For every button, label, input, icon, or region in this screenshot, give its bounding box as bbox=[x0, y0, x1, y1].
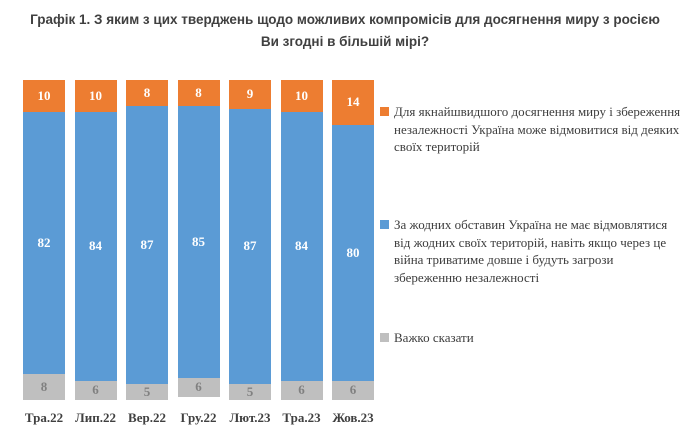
legend: Для якнайшвидшого досягнення миру і збер… bbox=[380, 0, 682, 447]
bar-segment-label: 87 bbox=[243, 238, 257, 254]
legend-item-label: Для якнайшвидшого досягнення миру і збер… bbox=[394, 104, 681, 154]
bar-segment-label: 9 bbox=[246, 86, 254, 102]
x-axis-label: Лип.22 bbox=[75, 410, 116, 425]
bar-segment-label: 5 bbox=[246, 384, 254, 400]
bar-segment-label: 8 bbox=[40, 379, 48, 395]
stacked-bar: 9 87 5 bbox=[229, 80, 271, 400]
bar-segment: 80 bbox=[332, 124, 374, 381]
bar-segment: 85 bbox=[177, 105, 220, 378]
bar-segment: 6 bbox=[332, 380, 374, 400]
bar-segment-label: 10 bbox=[37, 88, 51, 103]
x-axis: Тра.22 Лип.22 Вер.22 Гру.22 Лют.23 Тра.23 Жов.… bbox=[23, 410, 375, 428]
bar-segment: 8 bbox=[23, 374, 65, 400]
bar-segment: 84 bbox=[280, 112, 323, 381]
bar-segment: 10 bbox=[74, 80, 117, 112]
bar-segment: 8 bbox=[126, 80, 168, 106]
bar-segment-label: 6 bbox=[349, 382, 357, 398]
legend-marker-icon bbox=[380, 107, 389, 116]
bar-segment: 6 bbox=[177, 377, 220, 397]
bar-segment-label: 82 bbox=[37, 235, 51, 251]
legend-item-label: Важко сказати bbox=[394, 330, 474, 345]
bar-segment: 8 bbox=[177, 80, 220, 106]
bar-segment-label: 6 bbox=[92, 382, 99, 398]
stacked-bar: 8 87 5 bbox=[126, 80, 168, 400]
bar-segment-label: 5 bbox=[143, 383, 151, 399]
legend-marker-icon bbox=[380, 220, 389, 229]
bar-segment-label: 14 bbox=[346, 94, 360, 110]
bar-segment-label: 8 bbox=[195, 84, 202, 100]
x-axis-label: Тра.23 bbox=[282, 410, 321, 425]
x-axis-label: Лют.23 bbox=[229, 410, 271, 425]
bar-segment-label: 6 bbox=[298, 382, 305, 398]
bar-segment: 14 bbox=[332, 80, 374, 125]
bar-segment: 6 bbox=[280, 380, 323, 400]
x-axis-label: Жов.23 bbox=[332, 410, 374, 425]
chart-title: Графік 1. З яким з цих тверджень щодо мо… bbox=[30, 12, 660, 49]
x-axis-label: Вер.22 bbox=[128, 410, 166, 425]
plot-area: 10 82 8 10 84 6 8 87 5 8 85 6 9 87 5 10 84 6 14 80 6 bbox=[23, 80, 375, 400]
bar-segment: 5 bbox=[126, 383, 168, 400]
bar-segment: 6 bbox=[74, 380, 117, 400]
bar-segment-label: 10 bbox=[295, 88, 308, 103]
bar-segment-label: 85 bbox=[192, 233, 205, 249]
x-axis-label: Тра.22 bbox=[24, 410, 64, 425]
bar-segment-label: 80 bbox=[346, 244, 360, 260]
bar-segment: 87 bbox=[126, 105, 168, 384]
legend-item: Для якнайшвидшого досягнення миру і збер… bbox=[380, 103, 682, 156]
bar-segment-label: 84 bbox=[295, 238, 308, 254]
bar-segment: 10 bbox=[280, 80, 323, 112]
stacked-bar: 10 84 6 bbox=[74, 80, 117, 400]
bar-segment-label: 6 bbox=[195, 379, 202, 395]
legend-item-label: За жодних обставин Україна не має відмов… bbox=[394, 217, 668, 285]
bar-segment: 5 bbox=[229, 384, 271, 400]
bar-segment-label: 8 bbox=[143, 84, 151, 100]
bar-segment-label: 10 bbox=[89, 88, 102, 103]
bar-segment-label: 84 bbox=[89, 238, 102, 254]
bar-segment: 10 bbox=[23, 80, 65, 112]
bar-segment: 82 bbox=[23, 112, 65, 375]
stacked-bar: 10 84 6 bbox=[280, 80, 323, 400]
bar-segment: 87 bbox=[229, 108, 271, 385]
x-axis-label: Гру.22 bbox=[180, 410, 217, 425]
bar-segment: 9 bbox=[229, 80, 271, 109]
stacked-bar: 10 82 8 bbox=[23, 80, 65, 400]
legend-item: Важко сказати bbox=[380, 329, 682, 347]
stacked-bar: 8 85 6 bbox=[177, 80, 220, 400]
legend-item: За жодних обставин Україна не має відмов… bbox=[380, 216, 682, 286]
legend-marker-icon bbox=[380, 333, 389, 342]
bar-segment: 84 bbox=[74, 112, 117, 381]
stacked-bar: 14 80 6 bbox=[332, 80, 374, 400]
bar-segment-label: 87 bbox=[140, 236, 154, 252]
